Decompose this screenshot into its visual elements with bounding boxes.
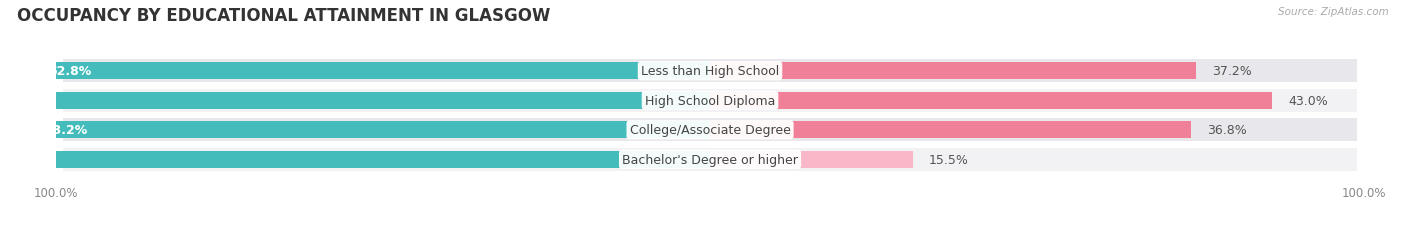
Text: Bachelor's Degree or higher: Bachelor's Degree or higher [621, 153, 799, 166]
Bar [0, 151, 710, 168]
Text: 63.2%: 63.2% [44, 124, 87, 137]
Bar [63, 148, 1357, 171]
Text: 43.0%: 43.0% [1288, 94, 1327, 107]
Bar [63, 89, 1357, 112]
Text: OCCUPANCY BY EDUCATIONAL ATTAINMENT IN GLASGOW: OCCUPANCY BY EDUCATIONAL ATTAINMENT IN G… [17, 7, 550, 25]
Bar [0, 92, 710, 109]
Text: College/Associate Degree: College/Associate Degree [630, 124, 790, 137]
Text: 37.2%: 37.2% [1212, 65, 1251, 78]
Text: Less than High School: Less than High School [641, 65, 779, 78]
Bar [0, 63, 710, 80]
Bar [710, 122, 1191, 139]
Bar [63, 119, 1357, 142]
Bar [710, 63, 1197, 80]
Text: 62.8%: 62.8% [48, 65, 91, 78]
Text: 36.8%: 36.8% [1206, 124, 1247, 137]
Text: 15.5%: 15.5% [928, 153, 969, 166]
Text: Source: ZipAtlas.com: Source: ZipAtlas.com [1278, 7, 1389, 17]
Text: High School Diploma: High School Diploma [645, 94, 775, 107]
Bar [63, 60, 1357, 83]
Bar [710, 92, 1272, 109]
Bar [710, 151, 912, 168]
Bar [0, 122, 710, 139]
